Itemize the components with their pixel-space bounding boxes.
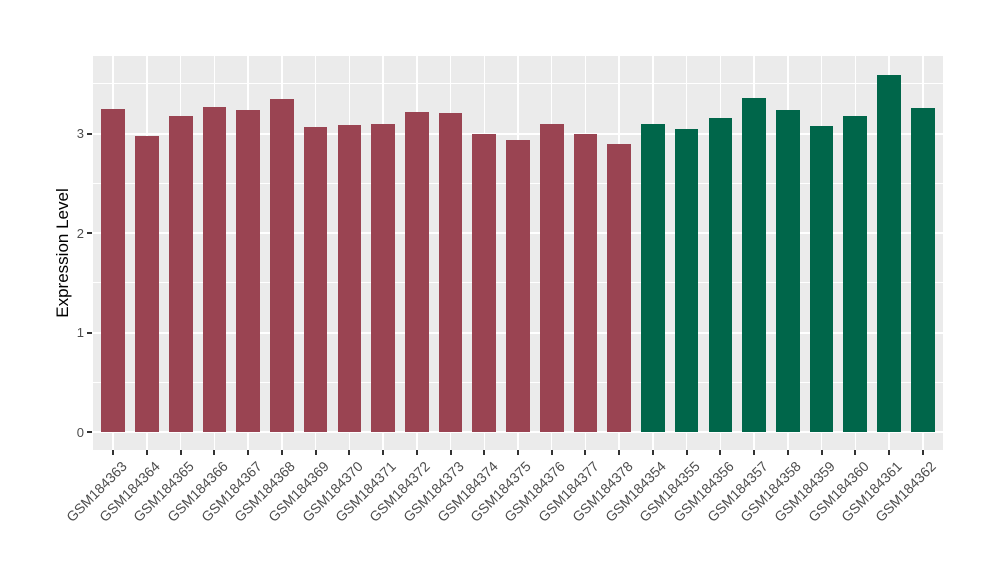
bar [877,74,901,433]
x-axis-tick [685,450,688,455]
bar [506,139,530,433]
bar [910,107,935,433]
bar [303,126,328,433]
x-axis-tick [348,450,351,455]
x-axis-tick [247,450,250,455]
y-axis-tick-label: 1 [76,325,84,341]
bar [776,109,800,433]
x-axis-tick [179,450,182,455]
y-axis-tick-label: 2 [76,225,84,241]
x-axis-tick [584,450,587,455]
y-axis-tick-label: 0 [76,424,84,440]
bar [202,106,227,433]
x-axis-tick [820,450,823,455]
x-axis-tick [280,450,283,455]
bar [472,133,497,433]
bar [573,133,598,433]
y-axis-tick [87,132,92,135]
bar [135,135,159,433]
bar [708,117,733,433]
bar [641,123,665,433]
bar [236,109,260,433]
bar [809,125,834,433]
y-axis-tick [87,331,92,334]
x-axis-tick [888,450,891,455]
x-axis-tick [719,450,722,455]
x-axis-tick [786,450,789,455]
x-axis-tick [145,450,148,455]
bar [101,108,126,433]
bar [607,143,631,433]
x-axis-tick [314,450,317,455]
bar [405,111,429,433]
plot-panel [93,56,943,450]
bar [742,97,766,433]
bar [438,112,463,433]
x-axis-tick [382,450,385,455]
x-axis-tick [618,450,621,455]
bar [270,98,294,433]
x-axis-tick [921,450,924,455]
x-axis-tick [550,450,553,455]
y-axis-title: Expression Level [53,188,72,318]
bar [674,128,699,433]
x-axis-tick [449,450,452,455]
y-axis-tick-label: 3 [76,126,84,142]
x-axis-tick [651,450,654,455]
x-axis-tick [213,450,216,455]
bar [371,123,395,433]
x-axis-tick [854,450,857,455]
bar [168,115,193,433]
bar [843,115,868,433]
x-axis-tick [415,450,418,455]
x-axis-tick [517,450,519,455]
bar [539,123,564,433]
bar [337,124,362,433]
y-axis-tick [87,431,92,434]
y-axis-tick [87,232,92,235]
x-axis-tick [483,450,486,455]
x-axis-tick [753,450,756,455]
x-axis-tick [112,450,115,455]
